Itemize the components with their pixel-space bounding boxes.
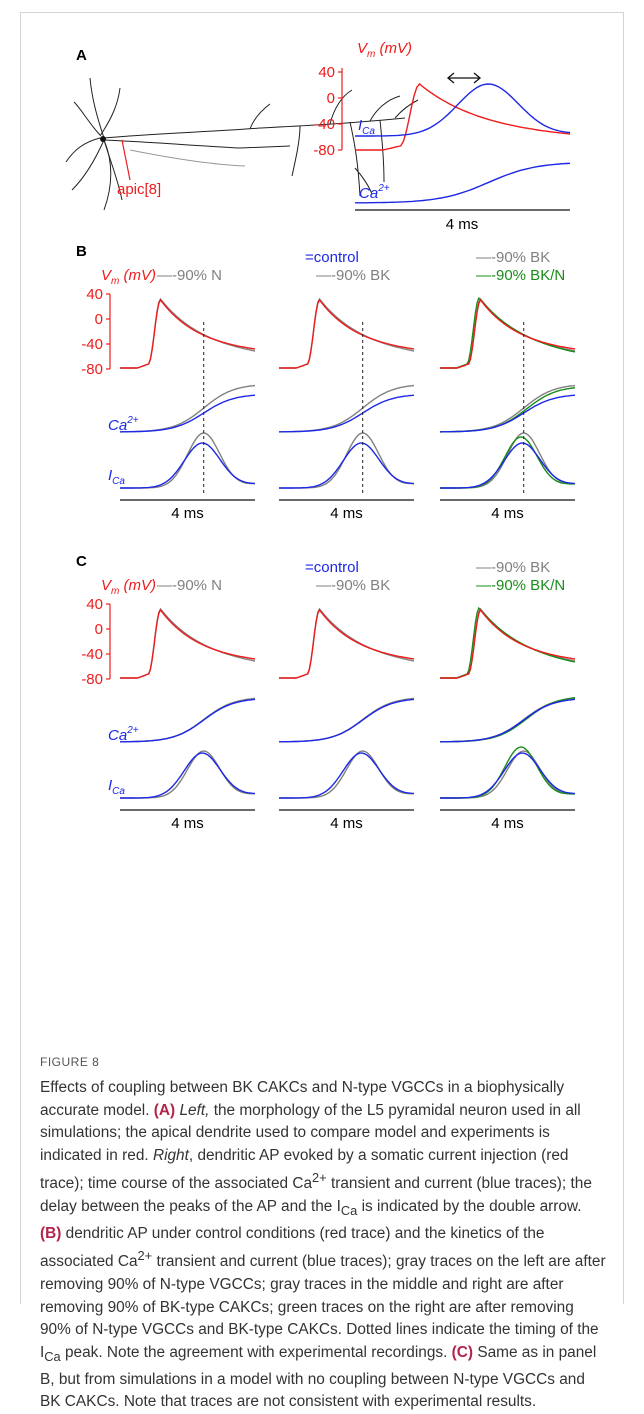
ca-trace-control [120, 698, 256, 743]
a-scale-label: 4 ms [446, 216, 479, 233]
ca-trace-alt [440, 697, 576, 743]
y-tick-label: -40 [81, 646, 103, 663]
svg-text:0: 0 [327, 90, 335, 107]
a-ica-trace [355, 83, 571, 137]
legend-middle: —-90% BK [316, 267, 390, 284]
ca-trace-alt [279, 384, 415, 433]
ca-trace-control [279, 698, 415, 743]
ca-trace-control [119, 394, 256, 433]
legend-control: =control [305, 249, 359, 266]
ica-trace-alt [279, 750, 414, 799]
scale-bar-label: 4 ms [491, 505, 524, 522]
panel-b-label: B [76, 243, 87, 260]
scale-bar-label: 4 ms [171, 815, 204, 832]
ica-trace-combined [440, 746, 576, 799]
ica-trace-alt [440, 750, 575, 799]
vm-trace-alt [279, 297, 415, 369]
ica-trace-control [279, 442, 415, 489]
ica-trace-control [440, 752, 576, 799]
figure-label: FIGURE 8 [40, 1055, 100, 1069]
vm-trace-control [279, 298, 415, 369]
vm-trace-combined [440, 606, 576, 679]
vm-trace-alt [440, 297, 576, 369]
y-tick-label: -80 [81, 361, 103, 378]
ca-trace-control [439, 394, 576, 433]
legend-middle: —-90% BK [316, 577, 390, 594]
ica-trace-combined [440, 436, 576, 489]
ca-trace-alt [120, 384, 256, 433]
panel-c-label: C [76, 553, 87, 570]
vm-trace-alt [120, 297, 256, 369]
vm-axis-label: Vm (mV) [101, 577, 156, 597]
ica-trace-control [279, 752, 415, 799]
legend-control: =control [305, 559, 359, 576]
ica-trace-control [440, 442, 576, 489]
y-tick-label: 0 [95, 311, 103, 328]
a-vm-trace [355, 83, 571, 151]
ca-trace-combined [439, 697, 576, 743]
soma-dot [100, 136, 106, 142]
figure-card [20, 12, 624, 1304]
a-ca-label: Ca2+ [359, 183, 390, 202]
ica-trace-alt [120, 750, 255, 799]
legend-right-2: —-90% BK/N [476, 577, 565, 594]
vm-trace-control [440, 298, 576, 369]
y-tick-label: -80 [81, 671, 103, 688]
ica-trace-alt [120, 432, 256, 489]
y-tick-label: -40 [81, 336, 103, 353]
a-y-ticks: 40 0 -40 -80 [313, 64, 335, 159]
panel-b: B Vm (mV)40 0 -40 -80 =control —-90% N —-90% BK… [76, 243, 576, 522]
vm-trace-combined [440, 296, 576, 369]
a-ca-trace [355, 162, 571, 204]
delay-double-arrow [446, 72, 482, 84]
ca-trace-alt [120, 697, 256, 743]
legend-right-1: —-90% BK [476, 249, 550, 266]
a-vm-label: Vm (mV) [357, 40, 412, 60]
legend-left: —-90% N [157, 577, 222, 594]
ica-label: ICa [108, 467, 125, 487]
a-ica-label: ICa [358, 117, 375, 137]
svg-text:-80: -80 [313, 142, 335, 159]
y-tick-label: 0 [95, 621, 103, 638]
y-tick-label: 40 [86, 596, 103, 613]
vm-trace-control [279, 608, 415, 679]
legend-right-1: —-90% BK [476, 559, 550, 576]
ca-trace-combined [439, 387, 576, 433]
figure-graphic: A apic[8] Vm (mV) 40 0 -40 -80 [65, 40, 576, 832]
ica-label: ICa [108, 777, 125, 797]
svg-text:-40: -40 [313, 116, 335, 133]
vm-trace-alt [120, 607, 256, 679]
vm-trace-control [120, 608, 256, 679]
scale-bar-label: 4 ms [171, 505, 204, 522]
figure-caption: Effects of coupling between BK CAKCs and… [40, 1079, 606, 1411]
legend-left: —-90% N [157, 267, 222, 284]
y-tick-label: 40 [86, 286, 103, 303]
apic-pointer [121, 139, 131, 181]
scale-bar-label: 4 ms [330, 505, 363, 522]
ca-trace-control [440, 698, 576, 743]
panel-a-label: A [76, 47, 87, 64]
vm-trace-alt [279, 607, 415, 679]
scale-bar-label: 4 ms [330, 815, 363, 832]
scale-bar-label: 4 ms [491, 815, 524, 832]
vm-trace-alt [440, 607, 576, 679]
vm-trace-control [440, 608, 576, 679]
apic-label: apic[8] [117, 181, 161, 198]
vm-axis-label: Vm (mV) [101, 267, 156, 287]
ca-trace-alt [279, 697, 415, 743]
svg-text:40: 40 [318, 64, 335, 81]
legend-right-2: —-90% BK/N [476, 267, 565, 284]
ica-trace-control [120, 752, 256, 799]
neuron-morphology [65, 77, 419, 211]
ca-trace-control [278, 394, 415, 433]
panel-c: C Vm (mV)40 0 -40 -80 =control —-90% N —-90% BK… [76, 553, 576, 832]
ica-trace-control [120, 442, 256, 489]
ica-trace-alt [279, 432, 415, 489]
vm-trace-control [120, 298, 256, 369]
